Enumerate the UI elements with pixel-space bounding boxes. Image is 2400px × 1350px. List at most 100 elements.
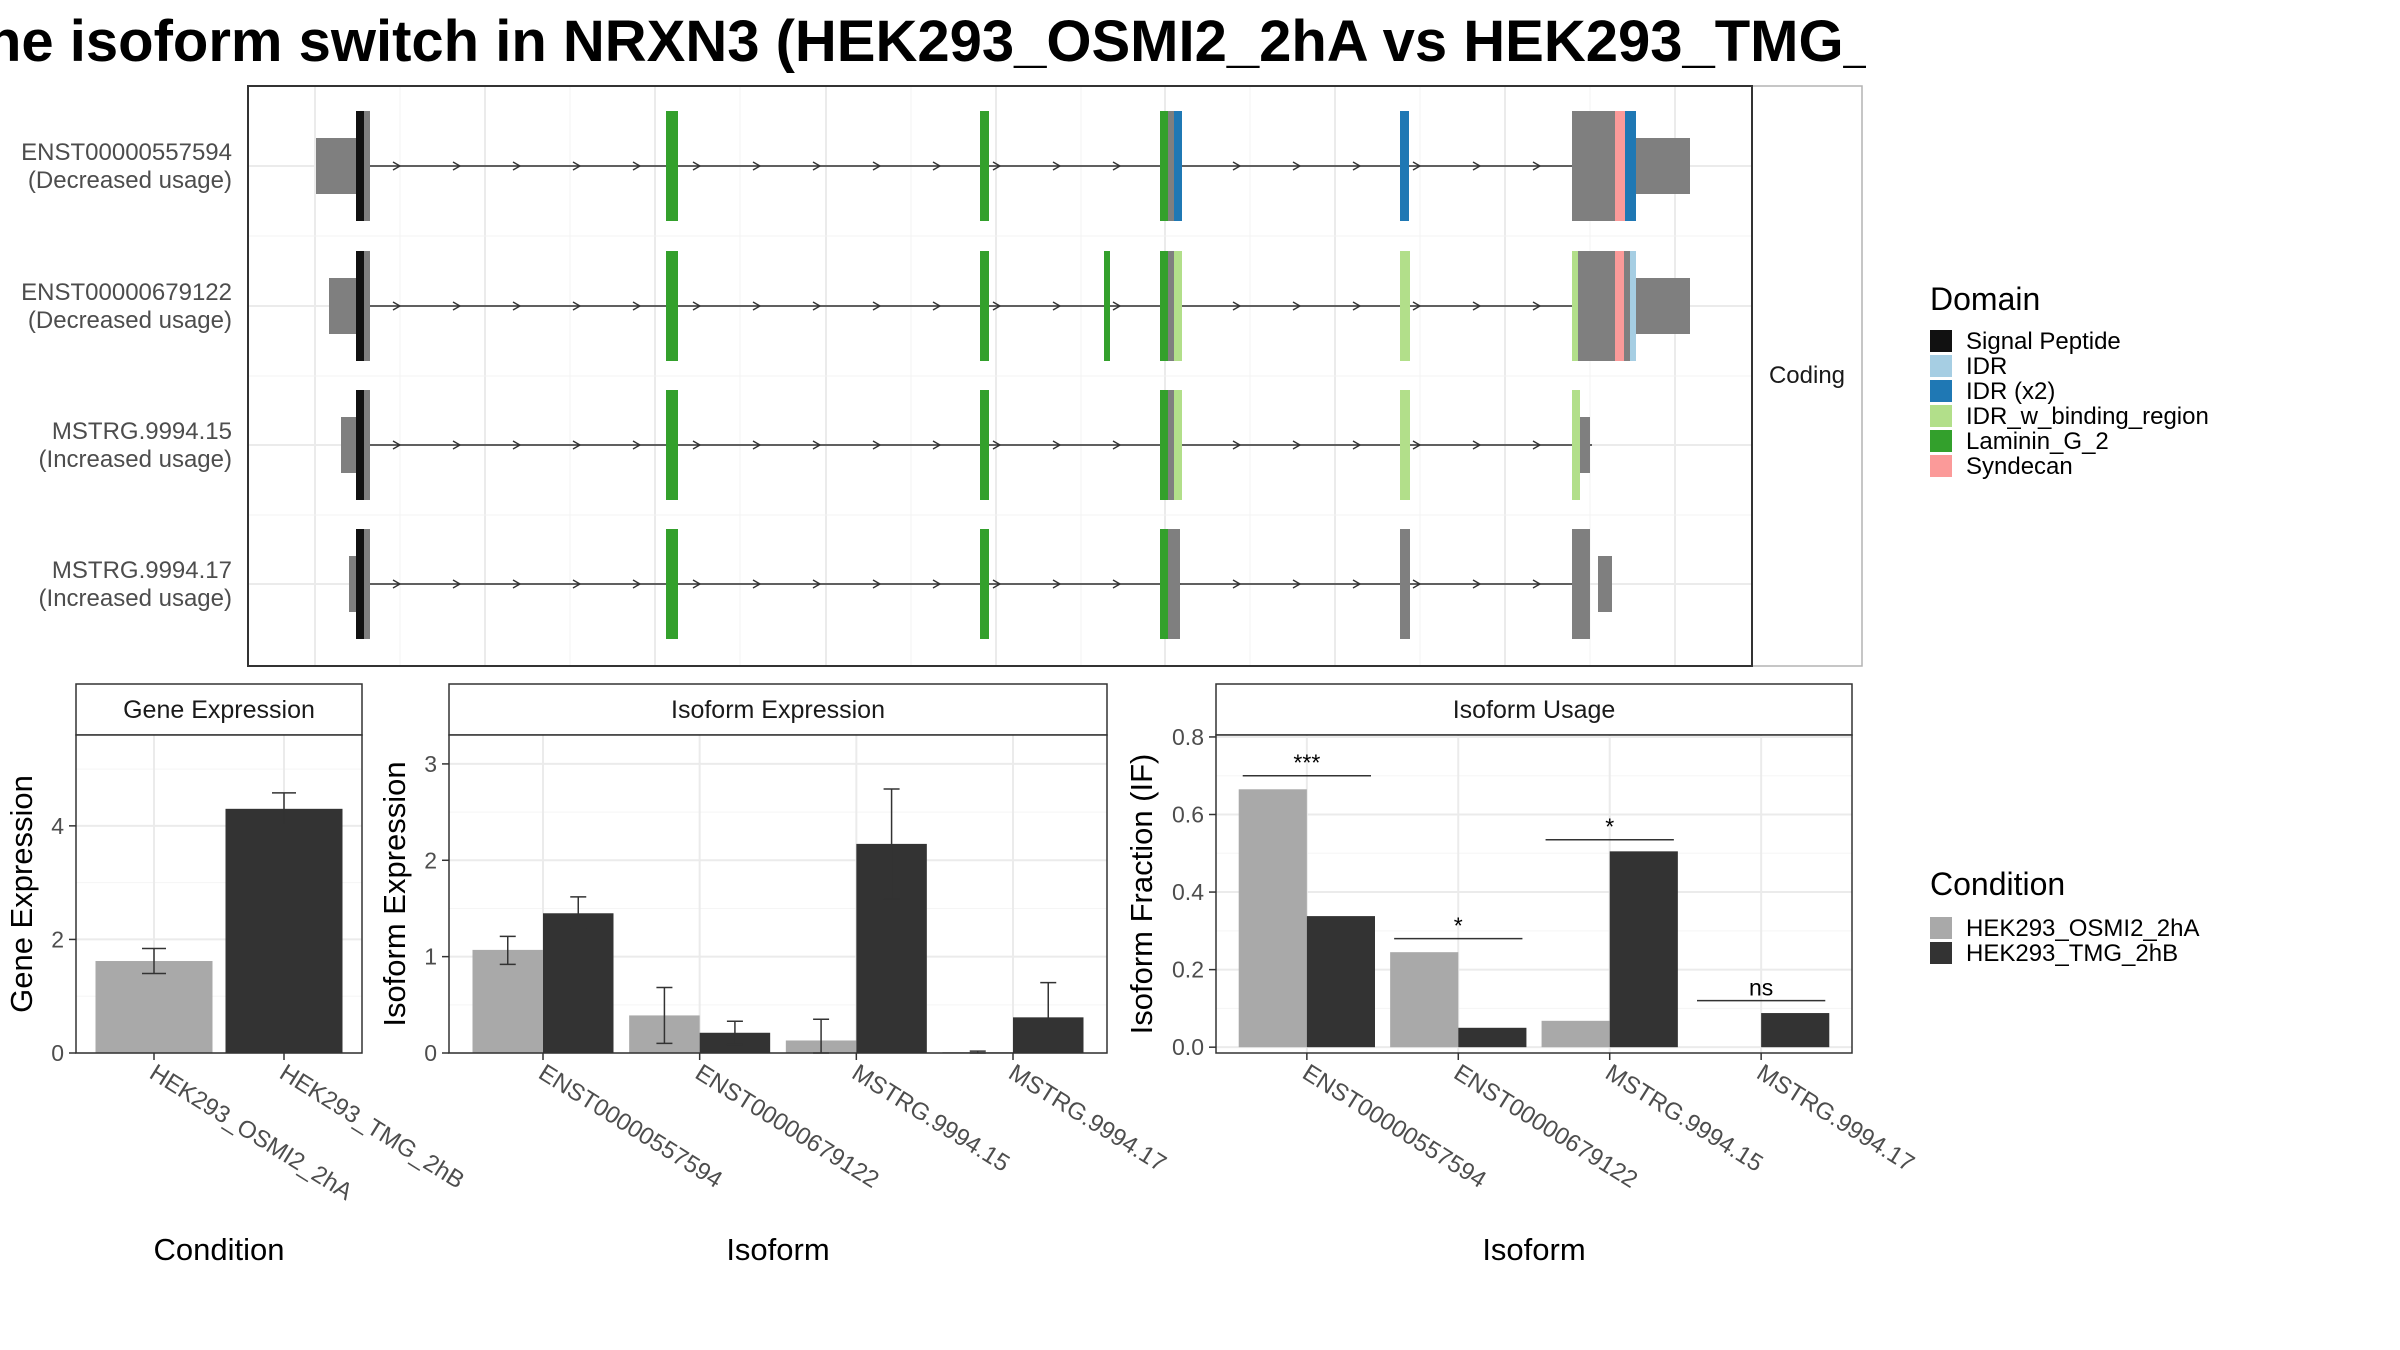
intron-direction-arrow bbox=[872, 301, 882, 311]
x-tick-label: MSTRG.9994.17 bbox=[1752, 1059, 1919, 1177]
domain-legend-title: Domain bbox=[1930, 281, 2040, 317]
intron-direction-arrow bbox=[1532, 440, 1542, 450]
intron-direction-arrow bbox=[1112, 579, 1122, 589]
domain-legend-key bbox=[1930, 405, 1952, 427]
intron-direction-arrow bbox=[812, 579, 822, 589]
domain-block-signal-peptide bbox=[356, 390, 364, 500]
exon-block bbox=[1168, 529, 1180, 639]
intron-direction-arrow bbox=[932, 579, 942, 589]
y-tick-label: 0.8 bbox=[1172, 724, 1204, 750]
domain-legend-label: IDR bbox=[1966, 353, 2007, 380]
intron-direction-arrow bbox=[1292, 161, 1302, 171]
domain-block-idr-w-binding-region bbox=[1400, 251, 1410, 361]
domain-block-idr-x2- bbox=[1174, 111, 1182, 221]
x-axis-title: Condition bbox=[154, 1232, 285, 1267]
intron-direction-arrow bbox=[692, 440, 702, 450]
intron-direction-arrow bbox=[1412, 301, 1422, 311]
domain-block-laminin-g-2 bbox=[1160, 529, 1168, 639]
domain-legend-label: Syndecan bbox=[1966, 453, 2073, 480]
intron-direction-arrow bbox=[572, 579, 582, 589]
bar-panel-strip bbox=[448, 683, 1108, 736]
intron-direction-arrow bbox=[812, 161, 822, 171]
y-tick-label: 2 bbox=[424, 847, 437, 873]
intron-direction-arrow bbox=[1472, 301, 1482, 311]
y-tick-label: 2 bbox=[51, 926, 64, 952]
bar bbox=[1609, 851, 1678, 1048]
domain-legend-key bbox=[1930, 430, 1952, 452]
condition-legend-label: HEK293_OSMI2_2hA bbox=[1966, 915, 2199, 942]
transcript-label: ENST00000557594 bbox=[21, 139, 232, 166]
exon-block bbox=[1168, 390, 1174, 500]
y-tick-label: 0.6 bbox=[1172, 802, 1204, 828]
intron-direction-arrow bbox=[512, 161, 522, 171]
domain-block-syndecan bbox=[1615, 111, 1625, 221]
structure-strip-label: Coding bbox=[1769, 362, 1845, 389]
x-tick-label: MSTRG.9994.15 bbox=[847, 1059, 1014, 1177]
exon-block bbox=[349, 556, 356, 612]
intron-direction-arrow bbox=[1472, 440, 1482, 450]
domain-block-laminin-g-2 bbox=[1160, 390, 1168, 500]
transcript-label: MSTRG.9994.15 bbox=[52, 418, 232, 445]
intron-direction-arrow bbox=[512, 579, 522, 589]
intron-direction-arrow bbox=[692, 301, 702, 311]
intron-direction-arrow bbox=[1472, 579, 1482, 589]
domain-block-idr-w-binding-region bbox=[1572, 390, 1580, 500]
bar-panel-strip bbox=[1215, 683, 1853, 736]
domain-legend-label: IDR (x2) bbox=[1966, 378, 2055, 405]
domain-block-laminin-g-2 bbox=[980, 390, 989, 500]
intron-direction-arrow bbox=[752, 161, 762, 171]
transcript-label: MSTRG.9994.17 bbox=[52, 557, 232, 584]
intron-direction-arrow bbox=[572, 301, 582, 311]
intron-direction-arrow bbox=[632, 301, 642, 311]
domain-legend-key bbox=[1930, 380, 1952, 402]
y-tick-label: 3 bbox=[424, 751, 437, 777]
bar bbox=[1390, 952, 1459, 1048]
exon-block bbox=[364, 529, 370, 639]
domain-block-syndecan bbox=[1615, 251, 1624, 361]
intron-direction-arrow bbox=[452, 579, 462, 589]
intron-direction-arrow bbox=[572, 161, 582, 171]
y-axis-title: Isoform Fraction (IF) bbox=[1124, 754, 1159, 1035]
bar bbox=[543, 913, 614, 1053]
exon-block bbox=[341, 417, 356, 473]
exon-block bbox=[1598, 556, 1612, 612]
significance-label: ns bbox=[1749, 975, 1773, 1001]
intron-direction-arrow bbox=[632, 440, 642, 450]
exon-block bbox=[1572, 111, 1615, 221]
intron-direction-arrow bbox=[1052, 161, 1062, 171]
exon-block bbox=[1580, 417, 1590, 473]
bar-panel-strip-label: Isoform Usage bbox=[1453, 696, 1616, 724]
significance-label: * bbox=[1605, 814, 1614, 840]
intron-direction-arrow bbox=[992, 301, 1002, 311]
structure-strip bbox=[1751, 85, 1863, 667]
bar bbox=[472, 949, 543, 1053]
intron-direction-arrow bbox=[1292, 440, 1302, 450]
intron-direction-arrow bbox=[1352, 579, 1362, 589]
intron-direction-arrow bbox=[452, 440, 462, 450]
intron-direction-arrow bbox=[752, 440, 762, 450]
intron-direction-arrow bbox=[692, 161, 702, 171]
intron-direction-arrow bbox=[872, 579, 882, 589]
intron-direction-arrow bbox=[392, 301, 402, 311]
intron-direction-arrow bbox=[572, 440, 582, 450]
intron-direction-arrow bbox=[1052, 301, 1062, 311]
bar bbox=[1541, 1020, 1610, 1048]
intron-direction-arrow bbox=[992, 161, 1002, 171]
intron-direction-arrow bbox=[1112, 301, 1122, 311]
significance-label: * bbox=[1454, 913, 1463, 939]
exon-block bbox=[1168, 111, 1174, 221]
bar-panel-border bbox=[75, 734, 363, 1054]
intron-direction-arrow bbox=[1232, 579, 1242, 589]
exon-block bbox=[1636, 138, 1690, 194]
intron-direction-arrow bbox=[1412, 440, 1422, 450]
intron-direction-arrow bbox=[1232, 301, 1242, 311]
intron-direction-arrow bbox=[1052, 579, 1062, 589]
y-axis-title: Isoform Expression bbox=[377, 761, 412, 1026]
y-tick-label: 0 bbox=[424, 1040, 437, 1066]
domain-block-laminin-g-2 bbox=[980, 529, 989, 639]
significance-label: *** bbox=[1293, 750, 1320, 776]
domain-block-idr-w-binding-region bbox=[1400, 390, 1410, 500]
bar bbox=[1458, 1027, 1527, 1048]
domain-block-laminin-g-2 bbox=[666, 529, 678, 639]
exon-block bbox=[329, 278, 356, 334]
